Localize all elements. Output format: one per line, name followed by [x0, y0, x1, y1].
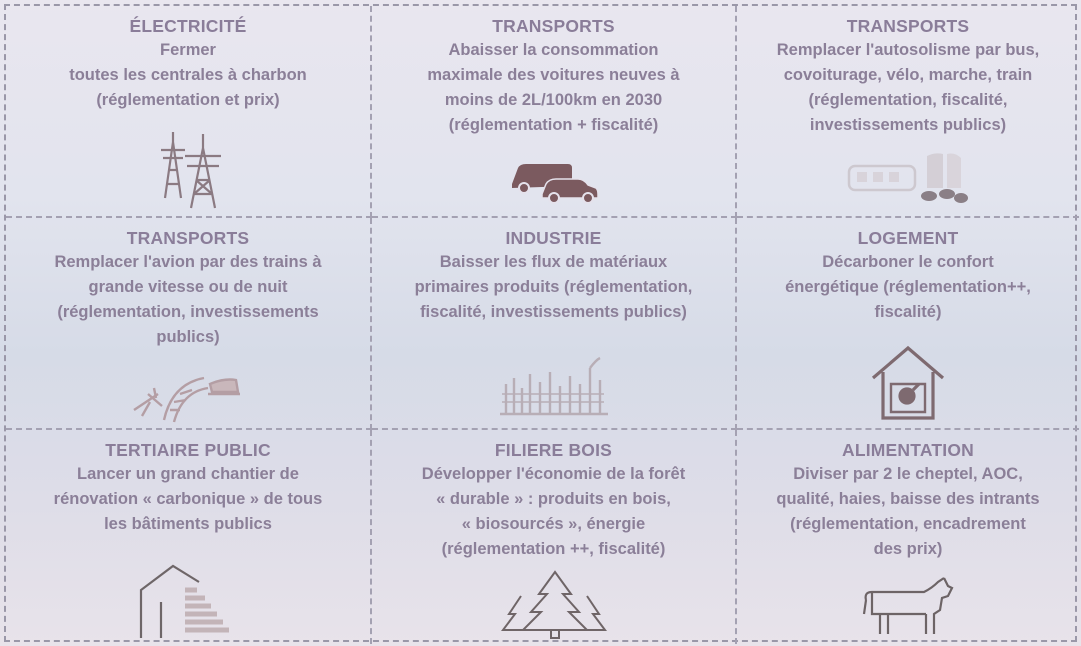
- cell-body: Abaisser la consommation maximale des vo…: [427, 41, 680, 134]
- cell-electricite: ÉLECTRICITÉ Fermer toutes les centrales …: [6, 6, 372, 218]
- cell-body: Remplacer l'avion par des trains à grand…: [54, 253, 322, 346]
- cell-title: TRANSPORTS: [846, 16, 970, 36]
- cell-body: Développer l'économie de la forêt « dura…: [421, 465, 686, 558]
- cell-body: Lancer un grand chantier de rénovation «…: [53, 465, 323, 533]
- fir-trees-icon: [499, 568, 609, 640]
- cell-title: FILIERE BOIS: [494, 440, 613, 460]
- power-pylon-icon: [143, 120, 233, 210]
- cell-body: Fermer toutes les centrales à charbon (r…: [69, 41, 307, 109]
- cell-title: ALIMENTATION: [841, 440, 974, 460]
- cell-filiere-bois: FILIERE BOIS Développer l'économie de la…: [372, 430, 737, 644]
- cell-transports-autosolisme: TRANSPORTS Remplacer l'autosolisme par b…: [737, 6, 1079, 218]
- cell-industrie: INDUSTRIE Baisser les flux de matériaux …: [372, 218, 737, 430]
- cell-body: Décarboner le confort énergétique (régle…: [785, 253, 1031, 321]
- cell-title: TERTIAIRE PUBLIC: [105, 440, 271, 460]
- cell-transports-voitures: TRANSPORTS Abaisser la consommation maxi…: [372, 6, 737, 218]
- cell-transports-avion: TRANSPORTS Remplacer l'avion par des tra…: [6, 218, 372, 430]
- cell-title: TRANSPORTS: [126, 228, 250, 248]
- cell-body: Baisser les flux de matériaux primaires …: [414, 253, 693, 321]
- cell-title: INDUSTRIE: [505, 228, 602, 248]
- cell-title: TRANSPORTS: [492, 16, 615, 36]
- cell-title: LOGEMENT: [857, 228, 959, 248]
- cell-logement: LOGEMENT Décarboner le confort énergétiq…: [737, 218, 1079, 430]
- bus-cars-icon: [843, 148, 973, 206]
- house-energy-icon: [867, 342, 949, 424]
- cell-body: Diviser par 2 le cheptel, AOC, qualité, …: [776, 465, 1040, 558]
- cell-body: Remplacer l'autosolisme par bus, covoitu…: [776, 41, 1040, 134]
- measures-grid: ÉLECTRICITÉ Fermer toutes les centrales …: [4, 4, 1079, 644]
- building-energy-label-icon: [133, 560, 243, 640]
- factory-icon: [496, 354, 612, 418]
- plane-rail-train-icon: [128, 364, 248, 426]
- cow-icon: [860, 574, 956, 638]
- cell-title: ÉLECTRICITÉ: [129, 16, 247, 36]
- van-car-icon: [508, 154, 600, 204]
- cell-alimentation: ALIMENTATION Diviser par 2 le cheptel, A…: [737, 430, 1079, 644]
- cell-tertiaire-public: TERTIAIRE PUBLIC Lancer un grand chantie…: [6, 430, 372, 644]
